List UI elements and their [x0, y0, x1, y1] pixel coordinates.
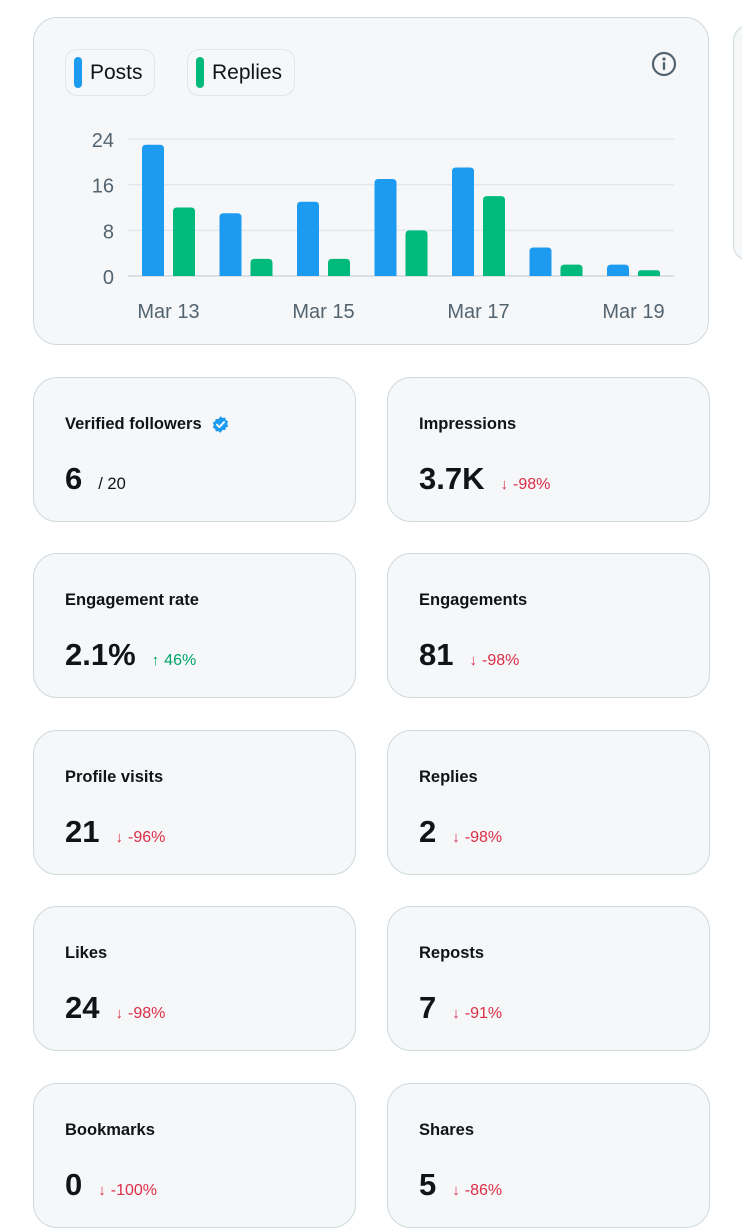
x-tick-label: Mar 17	[447, 301, 509, 323]
delta-badge: ↓ -98%	[500, 476, 550, 494]
legend-replies-label: Replies	[212, 60, 283, 84]
x-tick-label: Mar 15	[292, 301, 354, 323]
metric-value: 7	[419, 990, 437, 1025]
delta-badge: ↓ -98%	[115, 1005, 165, 1023]
metric-value: 6	[65, 461, 83, 496]
bar-posts-mar-14	[219, 213, 242, 276]
delta-badge: ↓ -98%	[452, 829, 502, 847]
metric-verified-followers[interactable]: Verified followers 6 / 20	[33, 377, 356, 522]
arrow-down-icon: ↓	[452, 1005, 460, 1022]
arrow-down-icon: ↓	[452, 829, 460, 846]
y-tick-label: 8	[103, 221, 114, 243]
metric-value: 0	[65, 1167, 83, 1202]
delta-badge: ↓ -98%	[469, 652, 519, 670]
delta-value: -86%	[464, 1181, 503, 1199]
metric-engagement-rate[interactable]: Engagement rate 2.1% ↑ 46%	[33, 553, 356, 698]
metric-label: Impressions	[419, 415, 517, 433]
metric-label: Bookmarks	[65, 1121, 155, 1139]
metric-reposts[interactable]: Reposts 7 ↓ -91%	[387, 906, 710, 1051]
bar-replies-mar-15	[328, 258, 350, 276]
bar-posts-mar-13	[142, 144, 164, 276]
bar-replies-mar-19	[638, 270, 660, 276]
arrow-down-icon: ↓	[500, 476, 508, 493]
metric-value: 3.7K	[419, 461, 485, 496]
bar-replies-mar-14	[250, 258, 273, 276]
legend-posts-label: Posts	[90, 60, 143, 84]
metric-label: Engagements	[419, 591, 528, 609]
metric-impressions[interactable]: Impressions 3.7K ↓ -98%	[387, 377, 710, 522]
delta-value: -91%	[464, 1004, 503, 1022]
metric-value: 2.1%	[65, 637, 136, 672]
metric-label: Profile visits	[65, 768, 164, 786]
metric-label: Verified followers	[65, 415, 230, 434]
metric-engagements[interactable]: Engagements 81 ↓ -98%	[387, 553, 710, 698]
metric-label: Engagement rate	[65, 591, 199, 609]
delta-badge: ↓ -91%	[452, 1005, 502, 1023]
metric-value: 5	[419, 1167, 437, 1202]
verified-badge-icon	[212, 416, 228, 433]
delta-value: -98%	[464, 828, 503, 846]
next-chart-card-edge[interactable]	[733, 25, 742, 261]
bar-posts-mar-17	[452, 167, 474, 276]
delta-value: -100%	[110, 1181, 157, 1199]
bar-replies-mar-13	[173, 207, 195, 276]
metric-value: 2	[419, 814, 437, 849]
x-tick-label: Mar 13	[137, 301, 199, 323]
chart-card: Posts Replies 0 8 16 24 Mar 13 Mar 15 Mar 17 Ma…	[33, 17, 709, 345]
arrow-down-icon: ↓	[98, 1182, 106, 1199]
metric-shares[interactable]: Shares 5 ↓ -86%	[387, 1083, 710, 1228]
metric-value: 24	[65, 990, 100, 1025]
metric-likes[interactable]: Likes 24 ↓ -98%	[33, 906, 356, 1051]
delta-value: 46%	[164, 651, 197, 669]
metric-label: Likes	[65, 944, 108, 962]
label-text: Verified followers	[65, 415, 202, 433]
replies-swatch	[196, 57, 204, 88]
delta-badge: ↓ -100%	[98, 1182, 157, 1200]
legend-replies[interactable]: Replies	[187, 49, 295, 96]
metric-profile-visits[interactable]: Profile visits 21 ↓ -96%	[33, 730, 356, 875]
bar-replies-mar-18	[560, 264, 583, 276]
delta-value: -96%	[127, 828, 166, 846]
bar-replies-mar-17	[483, 196, 505, 276]
metric-value: 21	[65, 814, 100, 849]
arrow-down-icon: ↓	[452, 1182, 460, 1199]
arrow-up-icon: ↑	[151, 652, 160, 669]
y-tick-label: 0	[103, 267, 114, 289]
delta-badge: ↓ -96%	[115, 829, 165, 847]
bar-replies-mar-16	[405, 230, 428, 276]
metric-label: Replies	[419, 768, 478, 786]
arrow-down-icon: ↓	[115, 829, 123, 846]
bar-posts-mar-19	[607, 264, 629, 276]
bar-chart: 0 8 16 24 Mar 13 Mar 15 Mar 17 Mar 19	[92, 130, 674, 323]
delta-value: -98%	[481, 651, 520, 669]
metric-value: 81	[419, 637, 454, 672]
y-tick-label: 24	[92, 130, 114, 152]
bar-posts-mar-18	[529, 247, 552, 276]
info-circle-icon[interactable]	[651, 51, 677, 77]
arrow-down-icon: ↓	[469, 652, 477, 669]
metric-bookmarks[interactable]: Bookmarks 0 ↓ -100%	[33, 1083, 356, 1228]
delta-badge: ↑ 46%	[152, 652, 197, 670]
x-tick-label: Mar 19	[602, 301, 664, 323]
delta-badge: ↓ -86%	[452, 1182, 502, 1200]
arrow-down-icon: ↓	[115, 1005, 123, 1022]
delta-value: -98%	[127, 1004, 166, 1022]
metric-label: Reposts	[419, 944, 485, 962]
bar-posts-mar-16	[374, 178, 397, 276]
delta-value: -98%	[512, 475, 551, 493]
metric-replies[interactable]: Replies 2 ↓ -98%	[387, 730, 710, 875]
legend-posts[interactable]: Posts	[65, 49, 155, 96]
posts-swatch	[74, 57, 82, 88]
metric-sub: / 20	[98, 475, 126, 493]
metric-label: Shares	[419, 1121, 475, 1139]
bar-posts-mar-15	[297, 201, 319, 276]
y-tick-label: 16	[92, 176, 114, 198]
